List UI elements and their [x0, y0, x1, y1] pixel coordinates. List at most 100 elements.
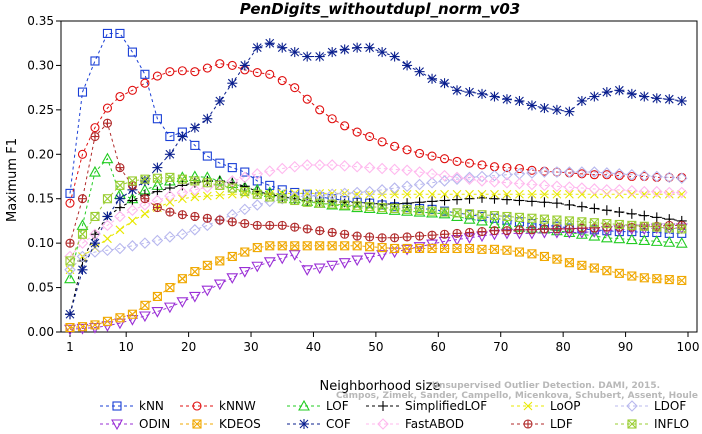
- data-point-cof: [614, 85, 625, 96]
- y-axis-label: Maximum F1: [5, 138, 20, 222]
- data-point-kdeos: [252, 243, 262, 253]
- data-point-ldf: [377, 233, 387, 243]
- data-point-inflo: [252, 189, 262, 199]
- data-point-fastabod: [164, 190, 176, 202]
- data-point-simplifiedlof: [127, 195, 138, 206]
- data-point-knnw: [427, 151, 437, 161]
- data-point-ldof: [201, 219, 214, 232]
- data-point-inflo: [489, 211, 500, 221]
- data-point-inflo: [165, 172, 175, 182]
- data-point-loop: [140, 209, 150, 219]
- data-point-knn: [77, 87, 88, 97]
- data-point-simplifiedlof: [601, 205, 612, 216]
- data-point-odin: [313, 263, 326, 275]
- data-point-simplifiedlof: [489, 193, 500, 204]
- data-point-ldf: [290, 222, 300, 232]
- data-point-inflo: [127, 176, 137, 186]
- data-point-odin: [251, 261, 264, 273]
- series-group: [64, 28, 688, 336]
- data-point-fastabod: [501, 176, 513, 189]
- legend-marker-kdeos: [192, 419, 202, 429]
- legend-marker-odin: [111, 419, 123, 431]
- y-ticks: 0.00 0.05 0.10 0.15 0.20 0.25 0.30 0.35: [27, 14, 61, 339]
- y-tick-label: 0.30: [27, 58, 54, 72]
- y-tick-label: 0.25: [27, 103, 54, 117]
- series-line-ldof: [69, 171, 682, 271]
- data-point-ldof: [351, 186, 363, 199]
- data-point-kdeos: [677, 275, 687, 286]
- data-point-kdeos: [202, 260, 212, 270]
- data-point-fastabod: [626, 184, 638, 197]
- data-point-ldf: [439, 229, 450, 239]
- series-cof: [65, 38, 687, 320]
- data-point-knnw: [165, 67, 175, 77]
- data-point-cof: [327, 47, 338, 58]
- data-point-inflo: [102, 194, 113, 204]
- legend-marker-knn: [112, 401, 122, 411]
- data-point-kdeos: [614, 268, 624, 278]
- data-point-kdeos: [514, 247, 525, 257]
- data-point-knnw: [352, 127, 362, 137]
- data-point-ldof: [651, 170, 663, 183]
- data-point-ldf: [90, 131, 100, 142]
- data-point-ldof: [401, 180, 413, 193]
- data-point-lof: [363, 202, 376, 214]
- data-point-lof: [413, 205, 426, 217]
- data-point-ldf: [277, 220, 287, 230]
- data-point-fastabod: [463, 173, 476, 185]
- legend-marker-fastabod: [377, 418, 389, 430]
- legend-label: kNNW: [219, 399, 256, 413]
- data-point-knnw: [202, 63, 212, 73]
- data-point-knnw: [402, 145, 412, 155]
- data-point-kdeos: [190, 267, 200, 277]
- data-point-lof: [675, 237, 688, 248]
- data-point-cof: [302, 51, 313, 62]
- data-point-knnw: [439, 154, 450, 164]
- data-point-cof: [452, 85, 463, 96]
- data-point-cof: [239, 60, 250, 71]
- data-point-loop: [477, 189, 487, 199]
- y-tick-label: 0.10: [27, 236, 54, 250]
- data-point-inflo: [140, 174, 150, 184]
- data-point-cof: [252, 42, 263, 53]
- data-point-ldf: [215, 215, 225, 225]
- legend-item-lof: LOF: [287, 399, 349, 413]
- data-point-knnw: [415, 148, 425, 158]
- legend-item-ldof: LDOF: [615, 399, 686, 413]
- series-line-knn: [69, 32, 682, 234]
- data-point-lof: [663, 236, 676, 247]
- data-point-ldf: [539, 224, 549, 234]
- data-point-simplifiedlof: [177, 180, 188, 191]
- legend-marker-ldf: [523, 419, 533, 429]
- data-point-kdeos: [527, 249, 537, 259]
- data-point-ldf: [464, 227, 475, 238]
- data-point-inflo: [77, 229, 88, 239]
- data-point-ldof: [76, 250, 89, 263]
- x-tick-label: 50: [368, 340, 383, 354]
- data-point-loop: [515, 189, 524, 199]
- data-point-odin: [288, 250, 301, 261]
- data-point-knn: [215, 158, 225, 168]
- data-point-lof: [588, 229, 601, 241]
- data-point-knnw: [464, 158, 475, 168]
- data-point-ldof: [114, 242, 126, 255]
- data-point-cof: [364, 42, 375, 53]
- legend-item-kdeos: KDEOS: [180, 417, 261, 431]
- data-point-ldf: [589, 223, 599, 233]
- data-point-odin: [151, 307, 164, 318]
- data-point-loop: [565, 189, 574, 199]
- data-point-knn: [240, 167, 250, 177]
- data-point-ldof: [139, 237, 151, 249]
- legend-item-knnw: kNNW: [180, 399, 256, 413]
- data-point-ldf: [427, 230, 437, 240]
- data-point-kdeos: [539, 251, 549, 262]
- data-point-cof: [576, 95, 587, 106]
- data-point-fastabod: [76, 237, 89, 249]
- data-point-simplifiedlof: [626, 208, 637, 219]
- data-point-loop: [664, 189, 674, 199]
- data-point-cof: [414, 66, 425, 77]
- data-point-odin: [376, 250, 389, 261]
- legend-item-ldf: LDF: [511, 417, 573, 431]
- data-point-lof: [376, 203, 389, 214]
